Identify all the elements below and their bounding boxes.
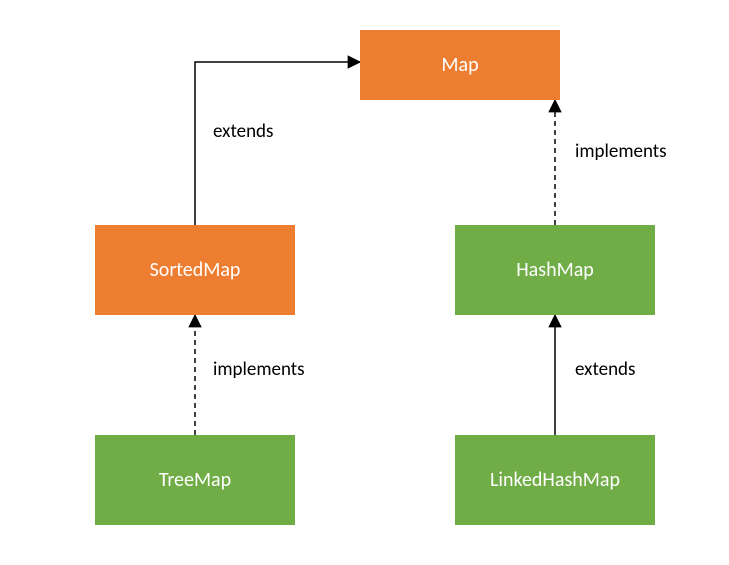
- node-label: TreeMap: [159, 468, 231, 492]
- node-map: Map: [360, 30, 560, 100]
- node-label: SortedMap: [150, 258, 241, 282]
- node-label: Map: [441, 53, 478, 77]
- edge-label-extends-1: extends: [213, 120, 273, 143]
- node-treemap: TreeMap: [95, 435, 295, 525]
- node-label: LinkedHashMap: [490, 468, 620, 492]
- edge-label-text: extends: [213, 120, 273, 143]
- edge-label-implements-2: implements: [213, 358, 305, 381]
- edge-label-extends-2: extends: [575, 358, 635, 381]
- edge-label-text: extends: [575, 358, 635, 381]
- node-sortedmap: SortedMap: [95, 225, 295, 315]
- edge-label-text: implements: [213, 358, 305, 381]
- node-hashmap: HashMap: [455, 225, 655, 315]
- edge-sortedmap-map: [195, 62, 360, 225]
- edge-label-text: implements: [575, 140, 667, 163]
- edge-label-implements-1: implements: [575, 140, 667, 163]
- node-label: HashMap: [516, 258, 594, 282]
- node-linkedhashmap: LinkedHashMap: [455, 435, 655, 525]
- diagram-canvas: Map SortedMap HashMap TreeMap LinkedHash…: [0, 0, 729, 565]
